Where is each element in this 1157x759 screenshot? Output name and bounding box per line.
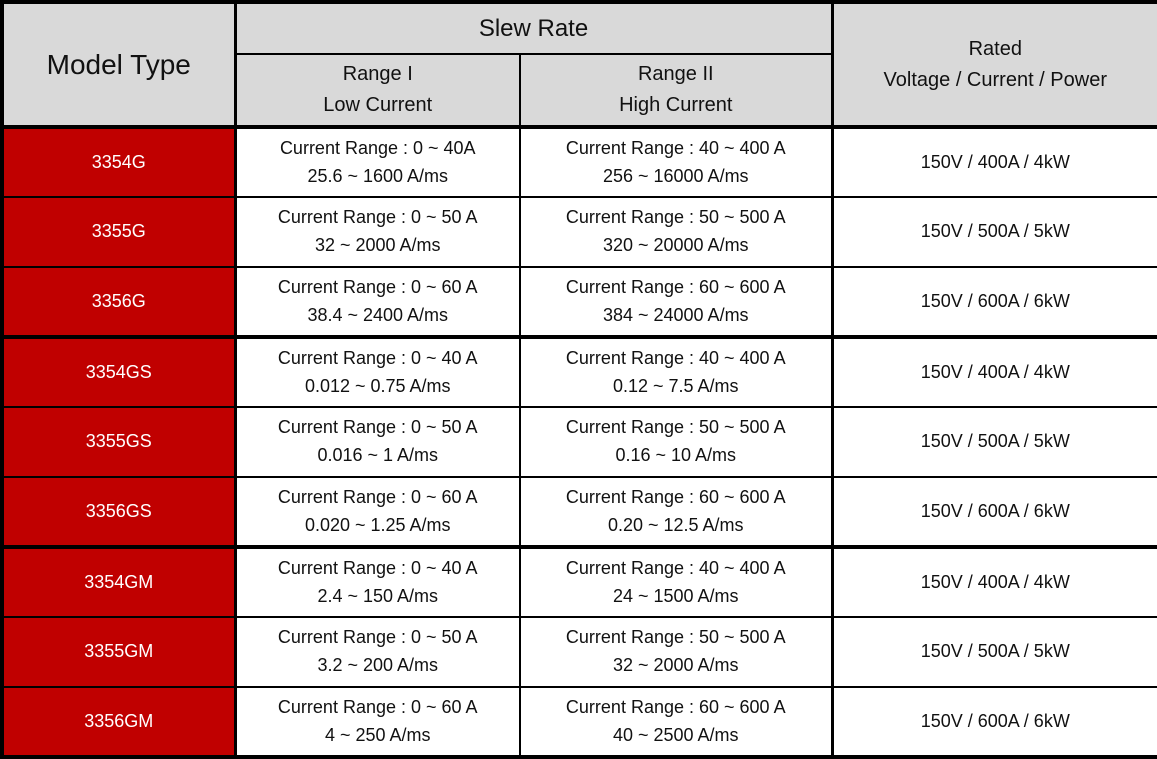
- range2-cell: Current Range : 40 ~ 400 A 256 ~ 16000 A…: [518, 125, 834, 198]
- rated-cell: 150V / 400A / 4kW: [830, 125, 1157, 198]
- range1-slew-rate: 25.6 ~ 1600 A/ms: [307, 165, 449, 186]
- range1-cell: Current Range : 0 ~ 40 A 0.012 ~ 0.75 A/…: [234, 335, 521, 408]
- slew-rate-column-header: Slew Rate: [233, 1, 834, 55]
- model-cell: 3354GM: [1, 545, 237, 618]
- rated-cell: 150V / 500A / 5kW: [830, 406, 1157, 478]
- table-row: 3355GS Current Range : 0 ~ 50 A 0.016 ~ …: [1, 406, 1157, 478]
- range1-current-range: Current Range : 0 ~ 50 A: [277, 627, 478, 648]
- range2-current-range: Current Range : 50 ~ 500 A: [565, 627, 786, 648]
- table-row: 3356G Current Range : 0 ~ 60 A 38.4 ~ 24…: [1, 266, 1157, 338]
- table-row: 3354G Current Range : 0 ~ 40A 25.6 ~ 160…: [1, 125, 1157, 198]
- table-row: 3356GS Current Range : 0 ~ 60 A 0.020 ~ …: [1, 476, 1157, 548]
- range2-column-header: Range II High Current: [518, 53, 834, 129]
- range1-current-range: Current Range : 0 ~ 50 A: [277, 417, 478, 438]
- range1-slew-rate: 38.4 ~ 2400 A/ms: [307, 304, 449, 325]
- table-row: 3355GM Current Range : 0 ~ 50 A 3.2 ~ 20…: [1, 616, 1157, 688]
- rated-header-line2: Voltage / Current / Power: [883, 68, 1107, 91]
- model-cell: 3356GM: [1, 686, 237, 758]
- rated-cell: 150V / 600A / 6kW: [830, 476, 1157, 548]
- range2-cell: Current Range : 40 ~ 400 A 0.12 ~ 7.5 A/…: [518, 335, 834, 408]
- range2-header-line1: Range II: [637, 63, 714, 85]
- range1-current-range: Current Range : 0 ~ 60 A: [277, 276, 478, 297]
- table-row: 3354GM Current Range : 0 ~ 40 A 2.4 ~ 15…: [1, 545, 1157, 618]
- range1-slew-rate: 0.016 ~ 1 A/ms: [317, 445, 439, 465]
- range1-cell: Current Range : 0 ~ 60 A 38.4 ~ 2400 A/m…: [234, 266, 521, 338]
- model-cell: 3354G: [1, 125, 237, 198]
- range2-current-range: Current Range : 60 ~ 600 A: [565, 486, 786, 507]
- range2-cell: Current Range : 60 ~ 600 A 40 ~ 2500 A/m…: [518, 686, 834, 758]
- range1-slew-rate: 3.2 ~ 200 A/ms: [317, 655, 439, 675]
- range1-slew-rate: 4 ~ 250 A/ms: [324, 724, 431, 745]
- model-type-column-header: Model Type: [1, 1, 237, 128]
- rated-cell: 150V / 500A / 5kW: [830, 616, 1157, 688]
- range2-cell: Current Range : 50 ~ 500 A 0.16 ~ 10 A/m…: [518, 406, 834, 478]
- range2-slew-rate: 0.16 ~ 10 A/ms: [615, 445, 737, 465]
- range2-cell: Current Range : 40 ~ 400 A 24 ~ 1500 A/m…: [518, 545, 834, 618]
- range2-current-range: Current Range : 40 ~ 400 A: [565, 137, 786, 158]
- range1-current-range: Current Range : 0 ~ 40 A: [277, 347, 478, 368]
- table-row: 3354GS Current Range : 0 ~ 40 A 0.012 ~ …: [1, 335, 1157, 408]
- range2-slew-rate: 0.12 ~ 7.5 A/ms: [612, 375, 739, 396]
- range2-current-range: Current Range : 50 ~ 500 A: [565, 207, 786, 228]
- range1-current-range: Current Range : 0 ~ 60 A: [277, 696, 478, 717]
- range1-cell: Current Range : 0 ~ 50 A 0.016 ~ 1 A/ms: [234, 406, 521, 478]
- rated-cell: 150V / 600A / 6kW: [830, 266, 1157, 338]
- range2-current-range: Current Range : 60 ~ 600 A: [565, 696, 786, 717]
- model-cell: 3355GS: [1, 406, 237, 478]
- range2-current-range: Current Range : 40 ~ 400 A: [565, 347, 786, 368]
- range2-slew-rate: 40 ~ 2500 A/ms: [612, 724, 739, 745]
- range1-header-line1: Range I: [342, 63, 413, 85]
- model-cell: 3356G: [1, 266, 237, 338]
- rated-cell: 150V / 500A / 5kW: [830, 196, 1157, 268]
- range1-cell: Current Range : 0 ~ 40 A 2.4 ~ 150 A/ms: [234, 545, 521, 618]
- range2-slew-rate: 0.20 ~ 12.5 A/ms: [607, 514, 744, 535]
- rated-cell: 150V / 400A / 4kW: [830, 545, 1157, 618]
- range2-current-range: Current Range : 40 ~ 400 A: [565, 557, 786, 578]
- range1-current-range: Current Range : 0 ~ 40A: [279, 137, 476, 158]
- range1-current-range: Current Range : 0 ~ 50 A: [277, 207, 478, 228]
- range1-cell: Current Range : 0 ~ 60 A 0.020 ~ 1.25 A/…: [234, 476, 521, 548]
- table-row: 3356GM Current Range : 0 ~ 60 A 4 ~ 250 …: [1, 686, 1157, 758]
- range2-cell: Current Range : 50 ~ 500 A 320 ~ 20000 A…: [518, 196, 834, 268]
- range2-cell: Current Range : 60 ~ 600 A 384 ~ 24000 A…: [518, 266, 834, 338]
- table-header: Model Type Slew Rate Rated Voltage / Cur…: [1, 1, 1157, 129]
- range1-current-range: Current Range : 0 ~ 40 A: [277, 557, 478, 578]
- range1-header-line2: Low Current: [323, 94, 433, 116]
- model-cell: 3356GS: [1, 476, 237, 548]
- rated-cell: 150V / 600A / 6kW: [830, 686, 1157, 758]
- rated-column-header: Rated Voltage / Current / Power: [830, 1, 1157, 129]
- range1-cell: Current Range : 0 ~ 40A 25.6 ~ 1600 A/ms: [234, 125, 521, 198]
- model-cell: 3354GS: [1, 335, 237, 408]
- range1-cell: Current Range : 0 ~ 60 A 4 ~ 250 A/ms: [234, 686, 521, 758]
- rated-header-line1: Rated: [968, 37, 1022, 60]
- model-cell: 3355GM: [1, 616, 237, 688]
- range1-slew-rate: 32 ~ 2000 A/ms: [314, 235, 441, 255]
- range2-cell: Current Range : 50 ~ 500 A 32 ~ 2000 A/m…: [518, 616, 834, 688]
- range2-slew-rate: 320 ~ 20000 A/ms: [602, 235, 749, 255]
- range1-column-header: Range I Low Current: [234, 53, 521, 129]
- range1-cell: Current Range : 0 ~ 50 A 32 ~ 2000 A/ms: [234, 196, 521, 268]
- range2-slew-rate: 32 ~ 2000 A/ms: [612, 655, 739, 675]
- range1-current-range: Current Range : 0 ~ 60 A: [277, 486, 478, 507]
- range2-slew-rate: 256 ~ 16000 A/ms: [602, 165, 749, 186]
- range1-slew-rate: 2.4 ~ 150 A/ms: [317, 585, 439, 606]
- model-cell: 3355G: [1, 196, 237, 268]
- range1-cell: Current Range : 0 ~ 50 A 3.2 ~ 200 A/ms: [234, 616, 521, 688]
- range2-slew-rate: 24 ~ 1500 A/ms: [612, 585, 739, 606]
- range1-slew-rate: 0.020 ~ 1.25 A/ms: [304, 514, 451, 535]
- range2-header-line2: High Current: [619, 94, 733, 116]
- range2-cell: Current Range : 60 ~ 600 A 0.20 ~ 12.5 A…: [518, 476, 834, 548]
- range1-slew-rate: 0.012 ~ 0.75 A/ms: [304, 375, 451, 396]
- range2-current-range: Current Range : 50 ~ 500 A: [565, 417, 786, 438]
- range2-slew-rate: 384 ~ 24000 A/ms: [602, 304, 749, 325]
- rated-cell: 150V / 400A / 4kW: [830, 335, 1157, 408]
- range2-current-range: Current Range : 60 ~ 600 A: [565, 276, 786, 297]
- table-row: 3355G Current Range : 0 ~ 50 A 32 ~ 2000…: [1, 196, 1157, 268]
- table-body: 3354G Current Range : 0 ~ 40A 25.6 ~ 160…: [1, 125, 1157, 758]
